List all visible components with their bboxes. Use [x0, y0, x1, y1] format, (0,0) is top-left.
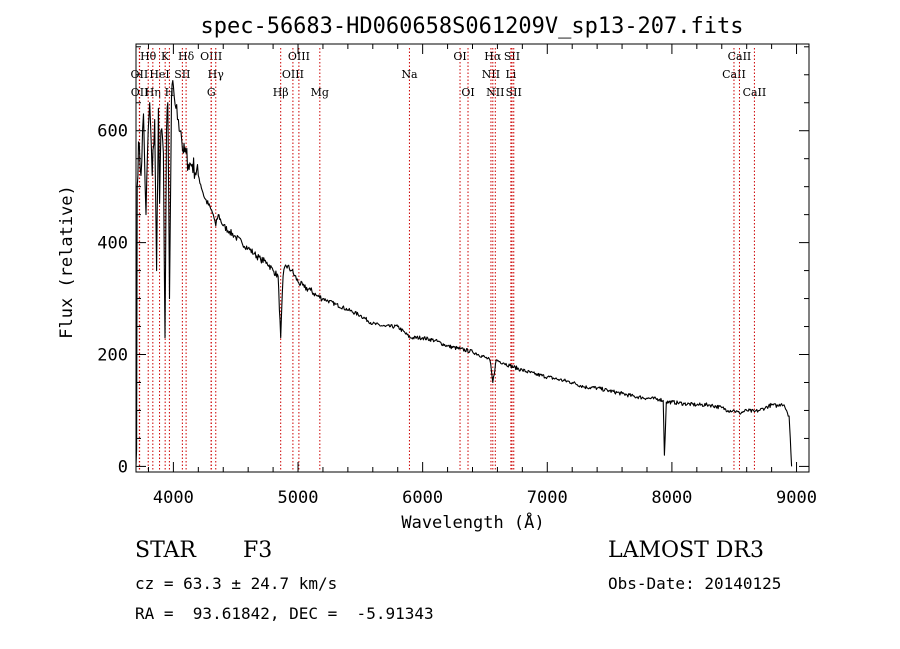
object-class: STAR [135, 538, 196, 563]
line-label: OIII [288, 50, 310, 63]
line-label: G [207, 86, 216, 99]
flux-series-line [135, 80, 793, 467]
line-label: Hγ [208, 68, 225, 81]
line-label: NII [486, 86, 504, 99]
x-tick-label: 8000 [651, 488, 692, 508]
line-label: NII [482, 68, 500, 81]
x-tick-label: 9000 [776, 488, 817, 508]
line-label: Hδ [178, 50, 195, 63]
y-tick-label: 200 [97, 346, 128, 366]
axes: 4000 5000 6000 7000 8000 9000 0 200 400 600 [97, 43, 817, 508]
obs-date: Obs-Date: 20140125 [608, 574, 782, 593]
line-label: Hθ [140, 50, 157, 63]
chart-title: spec-56683-HD060658S061209V_sp13-207.fit… [200, 14, 743, 39]
coordinates-text: RA = 93.61842, DEC = -5.91343 [135, 604, 434, 623]
redshift-text: cz = 63.3 ± 24.7 km/s [135, 574, 338, 593]
plot-area [135, 80, 793, 467]
line-label: Li [505, 68, 516, 81]
line-label: SII [504, 50, 520, 63]
line-markers: HθOIIOIIHηHeIKHSIIHδOIIIHγGHβOIIIOIIIMgN… [131, 48, 767, 472]
plot-frame [135, 43, 810, 473]
line-label: Hβ [273, 86, 289, 99]
x-tick-label: 5000 [278, 488, 319, 508]
line-label: OII [131, 86, 149, 99]
line-label: CaII [743, 86, 767, 99]
y-tick-label: 600 [97, 122, 128, 142]
line-label: K [161, 50, 170, 63]
y-axis-label: Flux (relative) [57, 185, 77, 339]
y-tick-label: 0 [118, 457, 128, 477]
survey-name: LAMOST DR3 [608, 538, 764, 563]
x-tick-label: 7000 [527, 488, 568, 508]
x-axis-label: Wavelength (Å) [401, 511, 544, 533]
line-label: Na [401, 68, 418, 81]
object-subclass: F3 [243, 538, 273, 563]
line-label: CaII [722, 68, 746, 81]
line-label: Mg [311, 86, 329, 99]
line-label: SII [174, 68, 190, 81]
line-label: HeI [149, 68, 169, 81]
line-label: OI [461, 86, 474, 99]
y-tick-label: 400 [97, 234, 128, 254]
line-label: Hη [145, 86, 161, 99]
line-label: SII [506, 86, 522, 99]
line-label: Hα [484, 50, 502, 63]
line-label: H [165, 86, 175, 99]
x-tick-label: 4000 [153, 488, 194, 508]
x-tick-label: 6000 [402, 488, 443, 508]
line-label: OI [453, 50, 466, 63]
line-label: OIII [282, 68, 304, 81]
line-label: CaII [728, 50, 752, 63]
